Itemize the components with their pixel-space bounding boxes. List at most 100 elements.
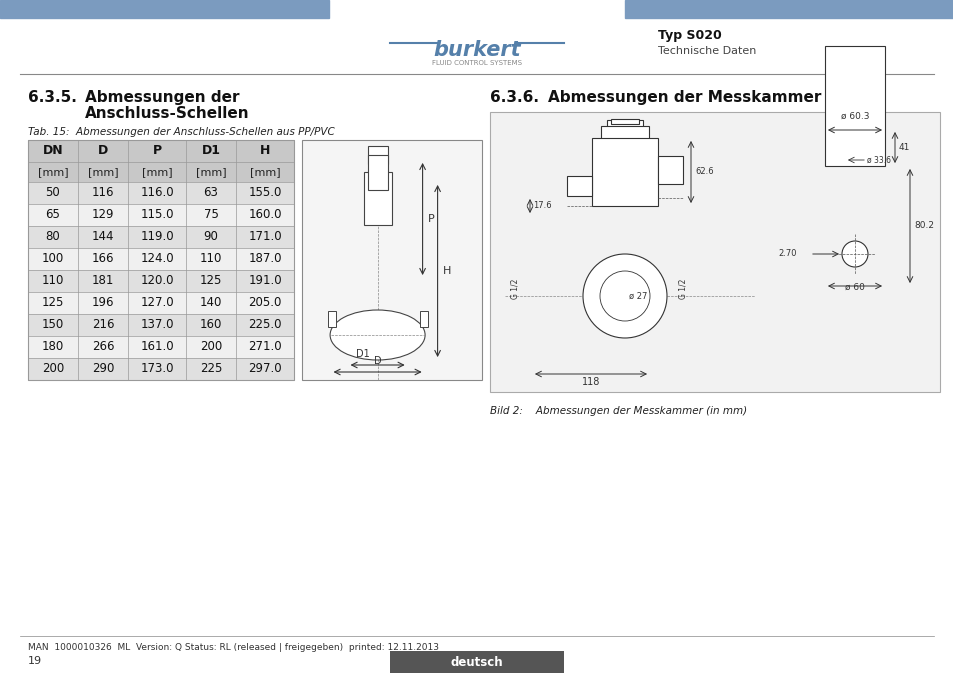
Text: D: D [98, 145, 108, 157]
Text: Abmessungen der Messkammer: Abmessungen der Messkammer [547, 90, 821, 105]
Text: 187.0: 187.0 [248, 252, 281, 266]
Text: FLUID CONTROL SYSTEMS: FLUID CONTROL SYSTEMS [432, 60, 521, 66]
Text: [mm]: [mm] [38, 167, 69, 177]
Bar [606, 120, 642, 129]
Bar [364, 174, 390, 182]
Bar [624, 0, 953, 18]
Text: 110: 110 [42, 275, 64, 287]
Bar [363, 172, 391, 225]
Bar [28, 270, 294, 292]
Text: G 1/2: G 1/2 [679, 279, 687, 299]
Text: H: H [259, 145, 270, 157]
Bar [28, 204, 294, 226]
Bar [367, 146, 387, 164]
Text: DN: DN [43, 145, 63, 157]
Ellipse shape [330, 310, 425, 360]
Text: 6.3.6.: 6.3.6. [490, 90, 538, 105]
Text: 127.0: 127.0 [140, 297, 173, 310]
Bar [28, 336, 294, 358]
Text: 205.0: 205.0 [248, 297, 281, 310]
Text: 160: 160 [199, 318, 222, 332]
Text: 125: 125 [199, 275, 222, 287]
Text: D1: D1 [201, 145, 220, 157]
Text: D1: D1 [355, 349, 369, 359]
Text: ø 33.6: ø 33.6 [866, 155, 890, 164]
Bar [840, 124, 869, 138]
Text: D: D [374, 356, 381, 366]
Text: 271.0: 271.0 [248, 341, 281, 353]
Bar [490, 112, 939, 392]
Text: 166: 166 [91, 252, 114, 266]
Text: 266: 266 [91, 341, 114, 353]
Text: 196: 196 [91, 297, 114, 310]
Text: 118: 118 [581, 377, 599, 387]
Text: P: P [152, 145, 161, 157]
Text: Abmessungen der: Abmessungen der [85, 90, 239, 105]
Text: [mm]: [mm] [195, 167, 226, 177]
Text: ø 60: ø 60 [844, 283, 864, 292]
Text: G 1/2: G 1/2 [510, 279, 518, 299]
Text: 124.0: 124.0 [140, 252, 173, 266]
Text: 225: 225 [199, 363, 222, 376]
Text: Technische Daten: Technische Daten [658, 46, 756, 56]
Text: P: P [427, 214, 434, 224]
Text: Bild 2:    Abmessungen der Messkammer (in mm): Bild 2: Abmessungen der Messkammer (in m… [490, 406, 746, 416]
Text: 137.0: 137.0 [140, 318, 173, 332]
Bar [600, 126, 648, 166]
Bar [390, 651, 563, 673]
Text: 200: 200 [200, 341, 222, 353]
Text: 100: 100 [42, 252, 64, 266]
Bar [609, 124, 639, 138]
Text: 200: 200 [42, 363, 64, 376]
Text: 6.3.5.: 6.3.5. [28, 90, 77, 105]
Text: 161.0: 161.0 [140, 341, 173, 353]
Text: 19: 19 [28, 656, 42, 666]
Text: 129: 129 [91, 209, 114, 221]
Text: 150: 150 [42, 318, 64, 332]
Circle shape [841, 241, 867, 267]
Bar [841, 119, 868, 124]
Text: deutsch: deutsch [450, 656, 503, 668]
Text: Tab. 15:  Abmessungen der Anschluss-Schellen aus PP/PVC: Tab. 15: Abmessungen der Anschluss-Schel… [28, 127, 335, 137]
Text: 160.0: 160.0 [248, 209, 281, 221]
Text: 173.0: 173.0 [140, 363, 173, 376]
Text: 2.70: 2.70 [778, 250, 796, 258]
Text: 110: 110 [199, 252, 222, 266]
Text: ø 27: ø 27 [628, 291, 647, 301]
Text: 119.0: 119.0 [140, 230, 173, 244]
Bar [28, 182, 294, 204]
Text: 180: 180 [42, 341, 64, 353]
Bar [824, 46, 884, 166]
Text: 41: 41 [898, 143, 909, 151]
Bar [28, 140, 294, 162]
Text: Anschluss-Schellen: Anschluss-Schellen [85, 106, 250, 121]
Text: 120.0: 120.0 [140, 275, 173, 287]
Text: 116: 116 [91, 186, 114, 199]
Bar [28, 292, 294, 314]
Text: 225.0: 225.0 [248, 318, 281, 332]
Bar [610, 119, 639, 124]
Bar [566, 176, 592, 196]
Text: 115.0: 115.0 [140, 209, 173, 221]
Text: 297.0: 297.0 [248, 363, 281, 376]
Bar [28, 248, 294, 270]
Text: 90: 90 [203, 230, 218, 244]
Bar [28, 358, 294, 380]
Bar [28, 226, 294, 248]
Text: burkert: burkert [433, 40, 520, 60]
Text: 63: 63 [203, 186, 218, 199]
Bar [327, 311, 335, 327]
Text: 140: 140 [199, 297, 222, 310]
Text: Typ S020: Typ S020 [658, 30, 721, 42]
Text: 75: 75 [203, 209, 218, 221]
Bar [370, 160, 384, 172]
Bar [615, 138, 635, 148]
Bar [844, 138, 864, 148]
Bar [0, 0, 329, 18]
Text: 155.0: 155.0 [248, 186, 281, 199]
Text: 125: 125 [42, 297, 64, 310]
Bar [302, 140, 481, 380]
Bar [367, 155, 387, 190]
Text: 65: 65 [46, 209, 60, 221]
Bar [419, 311, 427, 327]
